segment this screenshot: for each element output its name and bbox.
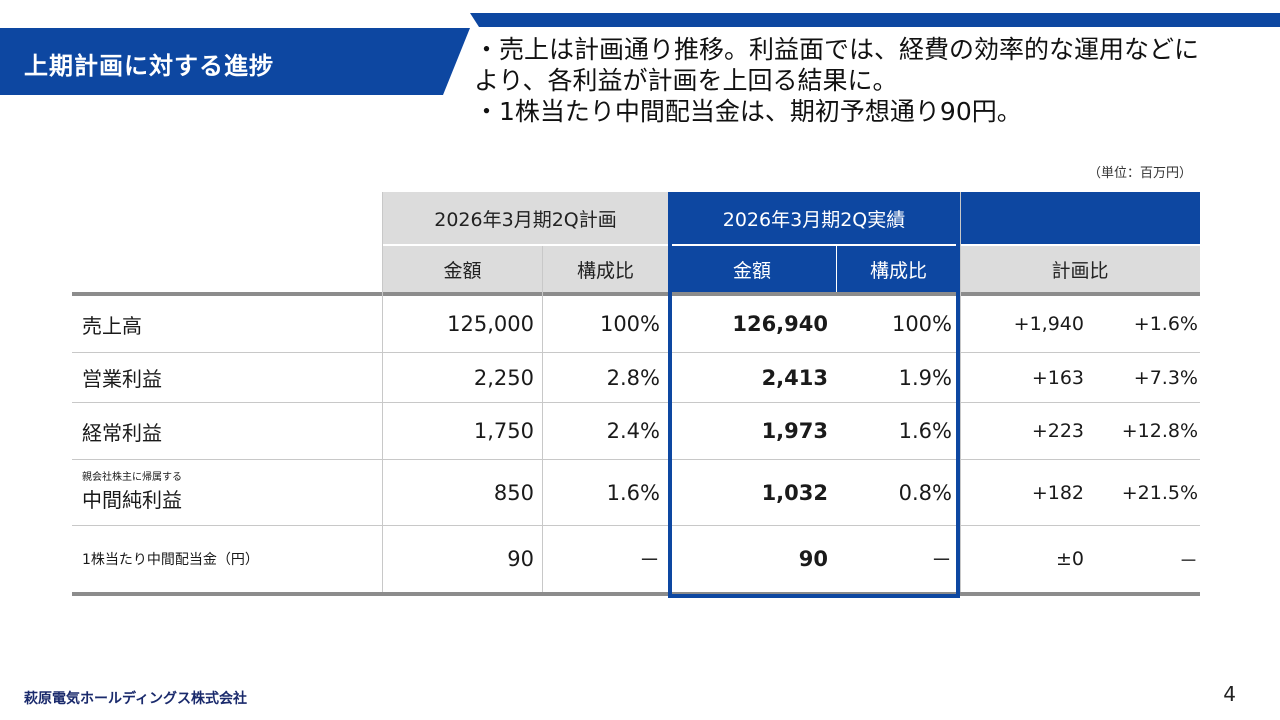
- plan-amount-header: 金額: [383, 246, 542, 292]
- plan-ratio: 1.6%: [606, 480, 660, 505]
- diff-percent: +21.5%: [1121, 481, 1198, 504]
- actual-ratio: －: [931, 548, 952, 572]
- row-label: 売上高: [82, 313, 142, 338]
- actual-group-header: 2026年3月期2Q実績: [668, 192, 960, 244]
- diff-value: +182: [1031, 481, 1084, 504]
- row-label: 経常利益: [82, 420, 162, 445]
- row-sub-label: 親会社株主に帰属する: [82, 472, 182, 483]
- actual-amount: 126,940: [732, 312, 828, 336]
- diff-percent: +1.6%: [1133, 313, 1198, 335]
- column-divider: [542, 246, 543, 592]
- plan-ratio: －: [639, 548, 660, 572]
- actual-amount-header: 金額: [668, 246, 836, 292]
- plan-amount: 90: [507, 547, 534, 571]
- actual-amount: 1,032: [761, 480, 828, 505]
- plan-amount: 125,000: [447, 312, 534, 336]
- vs-plan-group-header: [960, 192, 1200, 244]
- bullet-line: ・1株当たり中間配当金は、期初予想通り90円。: [474, 97, 1022, 126]
- row-label: 1株当たり中間配当金（円）: [82, 552, 259, 568]
- row-divider: [72, 459, 1200, 460]
- diff-value: ±0: [1055, 548, 1084, 570]
- plan-amount: 2,250: [473, 365, 534, 390]
- plan-ratio: 100%: [599, 312, 660, 336]
- plan-ratio-header: 構成比: [543, 246, 668, 292]
- row-divider: [72, 525, 1200, 526]
- diff-value: +223: [1031, 420, 1084, 442]
- table-bottom-rule: [72, 592, 1200, 596]
- actual-ratio: 1.6%: [898, 419, 952, 443]
- plan-group-header: 2026年3月期2Q計画: [383, 192, 668, 244]
- actual-ratio: 100%: [891, 312, 952, 336]
- summary-bullets: ・売上は計画通り推移。利益面では、経費の効率的な運用などに より、各利益が計画を…: [474, 34, 1254, 127]
- page-title: 上期計画に対する進捗: [24, 52, 274, 80]
- diff-percent: +7.3%: [1133, 366, 1198, 389]
- page-number: 4: [1223, 682, 1236, 706]
- actual-amount: 2,413: [761, 365, 828, 390]
- vs-plan-header: 計画比: [960, 246, 1200, 292]
- actual-amount: 1,973: [761, 419, 828, 443]
- actual-amount: 90: [798, 547, 828, 571]
- row-label: 営業利益: [82, 367, 162, 391]
- row-label-group: 親会社株主に帰属する 中間純利益: [72, 460, 383, 525]
- bullet-line: より、各利益が計画を上回る結果に。: [474, 66, 898, 95]
- diff-percent: +12.8%: [1121, 420, 1198, 442]
- company-name: 萩原電気ホールディングス株式会社: [24, 691, 248, 707]
- column-divider: [960, 192, 961, 592]
- row-divider: [72, 402, 1200, 403]
- progress-table: 2026年3月期2Q計画 2026年3月期2Q実績 金額 構成比 金額 構成比 …: [72, 192, 1200, 598]
- header-top-stripe: [470, 13, 1280, 27]
- actual-ratio-header: 構成比: [837, 246, 960, 292]
- row-label: 中間純利益: [82, 488, 182, 512]
- title-band: [0, 28, 470, 95]
- plan-ratio: 2.4%: [606, 419, 660, 443]
- bullet-line: ・売上は計画通り推移。利益面では、経費の効率的な運用などに: [474, 35, 1200, 64]
- plan-amount: 850: [493, 480, 534, 505]
- plan-ratio: 2.8%: [606, 365, 660, 390]
- actual-ratio: 0.8%: [898, 480, 952, 505]
- plan-amount: 1,750: [473, 419, 534, 443]
- actual-ratio: 1.9%: [898, 365, 952, 390]
- column-divider: [836, 246, 837, 292]
- unit-note: （単位：百万円）: [1087, 166, 1192, 181]
- column-divider: [382, 192, 383, 592]
- diff-percent: －: [1178, 549, 1198, 572]
- header-divider: [72, 292, 1200, 296]
- diff-value: +163: [1031, 366, 1084, 389]
- diff-value: +1,940: [1013, 313, 1084, 335]
- row-divider: [72, 352, 1200, 353]
